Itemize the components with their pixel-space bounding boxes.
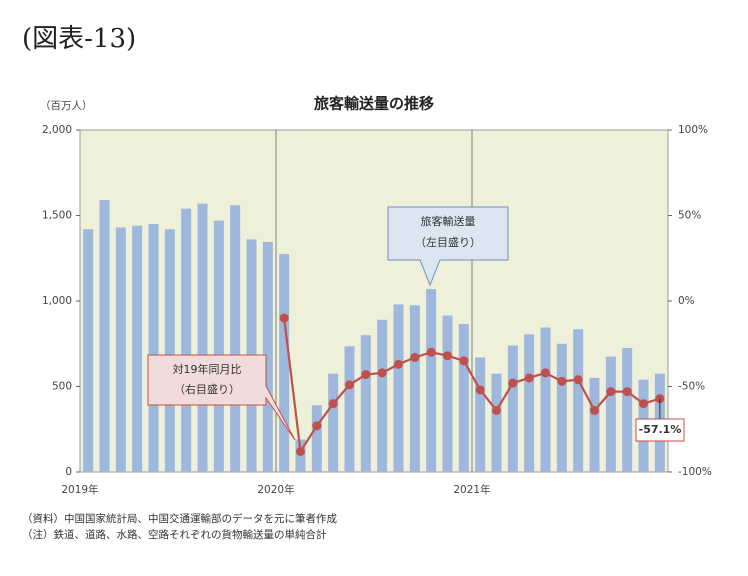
bar bbox=[556, 343, 567, 472]
bar bbox=[181, 208, 192, 472]
point bbox=[639, 399, 648, 409]
y-tick-label: 1,000 bbox=[42, 295, 72, 307]
annotation: 旅客輸送量 bbox=[421, 214, 476, 228]
point bbox=[557, 376, 567, 386]
point bbox=[590, 405, 599, 415]
bar bbox=[475, 357, 486, 472]
heading: (図表-13) bbox=[22, 24, 136, 54]
bar bbox=[148, 224, 159, 472]
point bbox=[508, 378, 518, 388]
note: （注）鉄道、道路、水路、空路それぞれの貨物輸送量の単純合計 bbox=[22, 528, 327, 541]
bar bbox=[524, 334, 535, 472]
bar bbox=[197, 203, 208, 472]
bar bbox=[262, 242, 273, 472]
bar bbox=[213, 220, 224, 472]
y-tick-label: 1,500 bbox=[42, 210, 72, 222]
y2-tick-label: 50% bbox=[678, 210, 701, 222]
bar bbox=[426, 289, 437, 472]
point bbox=[296, 446, 305, 456]
bar bbox=[328, 373, 339, 472]
point bbox=[377, 368, 387, 378]
bar bbox=[507, 345, 518, 472]
annotation: （右目盛り） bbox=[174, 382, 240, 396]
bar bbox=[573, 329, 584, 472]
bar bbox=[279, 253, 290, 472]
bar bbox=[99, 200, 110, 473]
point bbox=[492, 405, 501, 415]
point bbox=[426, 347, 436, 357]
point bbox=[541, 368, 550, 378]
x-tick-label: 2019年 bbox=[61, 483, 98, 496]
bar bbox=[393, 304, 404, 472]
y-axis-label: （百万人） bbox=[40, 100, 93, 112]
point bbox=[361, 370, 371, 380]
bar bbox=[164, 229, 175, 472]
bar bbox=[83, 229, 94, 472]
plot-area bbox=[79, 129, 669, 473]
point bbox=[328, 399, 338, 409]
bar bbox=[540, 327, 551, 472]
y2-tick-label: -100% bbox=[678, 466, 712, 478]
point bbox=[622, 387, 632, 397]
point bbox=[606, 387, 616, 397]
bar bbox=[311, 405, 322, 472]
bar bbox=[344, 346, 355, 472]
bar bbox=[230, 205, 241, 473]
y2-tick-label: 100% bbox=[678, 124, 708, 136]
bar bbox=[115, 227, 126, 472]
point bbox=[394, 359, 403, 369]
note: （資料）中国国家統計局、中国交通運輸部のデータを元に筆者作成 bbox=[22, 512, 337, 525]
y2-tick-label: -50% bbox=[678, 381, 705, 393]
point bbox=[279, 313, 289, 323]
chart-title: 旅客輸送量の推移 bbox=[314, 95, 434, 113]
callout bbox=[147, 354, 296, 441]
y-tick-label: 500 bbox=[52, 381, 72, 393]
y2-tick-label: 0% bbox=[678, 295, 695, 307]
bar bbox=[622, 348, 633, 472]
y-tick-label: 2,000 bbox=[42, 124, 72, 136]
x-tick-label: 2021年 bbox=[453, 483, 490, 496]
point bbox=[459, 356, 469, 366]
point bbox=[475, 385, 485, 395]
bar bbox=[442, 315, 453, 472]
bar bbox=[491, 373, 502, 472]
annotation: （左目盛り） bbox=[415, 235, 481, 249]
point bbox=[443, 351, 452, 361]
point bbox=[524, 373, 534, 383]
bar bbox=[132, 225, 143, 472]
bar bbox=[409, 305, 420, 472]
bar bbox=[360, 335, 371, 472]
data-label: -57.1% bbox=[639, 423, 682, 436]
point bbox=[345, 380, 354, 390]
bar bbox=[377, 319, 388, 472]
point bbox=[573, 375, 583, 385]
bar bbox=[605, 356, 616, 472]
x-tick-label: 2020年 bbox=[257, 483, 294, 496]
label-box bbox=[635, 418, 685, 442]
point bbox=[410, 352, 420, 362]
bar bbox=[589, 377, 600, 472]
callout bbox=[387, 206, 509, 287]
point bbox=[312, 421, 322, 431]
annotation: 対19年同月比 bbox=[173, 362, 242, 376]
y-tick-label: 0 bbox=[65, 466, 72, 478]
bar bbox=[458, 324, 469, 472]
